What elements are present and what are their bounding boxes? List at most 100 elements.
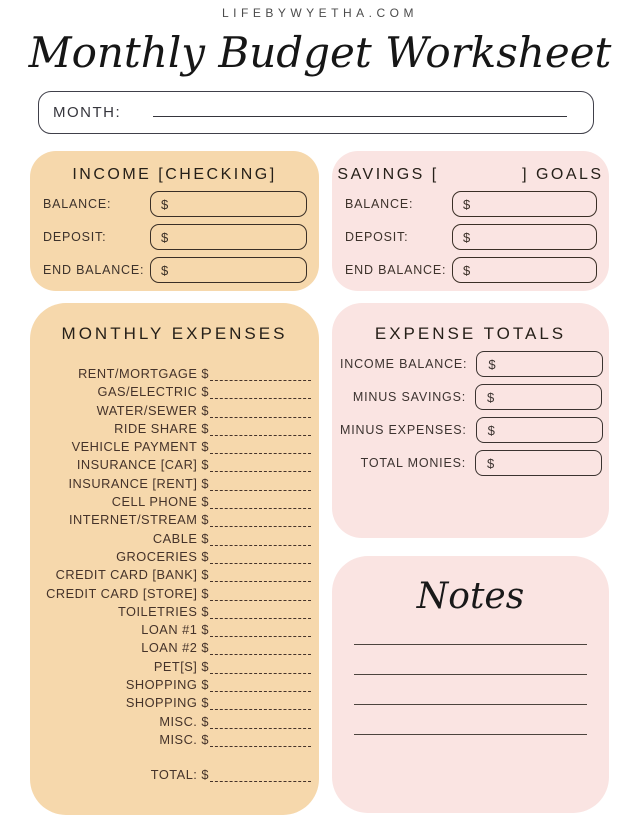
- amount-fill-in-line[interactable]: [210, 687, 311, 693]
- notes-panel: Notes: [332, 556, 609, 813]
- amount-fill-in-line[interactable]: [210, 632, 311, 638]
- dollar-sign: $: [201, 731, 209, 747]
- month-fill-in-line[interactable]: [153, 116, 567, 117]
- amount-fill-in-line[interactable]: [210, 724, 311, 729]
- expense-row: PET[S] $: [30, 658, 319, 676]
- amount-fill-in-line[interactable]: [210, 705, 311, 711]
- month-field: MONTH:: [38, 91, 594, 134]
- savings-panel-title: SAVINGS [ ] GOALS: [337, 166, 604, 183]
- amount-fill-in-line[interactable]: [210, 431, 311, 436]
- minus-savings-input[interactable]: $: [475, 384, 602, 410]
- expense-totals-panel: EXPENSE TOTALS INCOME BALANCE: $ MINUS S…: [332, 303, 609, 538]
- expense-row: SHOPPING $: [30, 676, 319, 694]
- expense-row: RENT/MORTGAGE $: [30, 365, 319, 383]
- income-end-balance-row: END BALANCE: $: [43, 257, 307, 283]
- expense-row: INSURANCE [RENT] $: [30, 475, 319, 493]
- amount-fill-in-line[interactable]: [210, 449, 311, 455]
- expense-row: LOAN #2 $: [30, 639, 319, 657]
- dollar-sign: $: [201, 695, 209, 711]
- expense-label: GROCERIES: [116, 548, 198, 564]
- notes-ruled-line[interactable]: [354, 734, 587, 735]
- total-fill-in-line[interactable]: [210, 777, 311, 783]
- minus-expenses-input[interactable]: $: [475, 417, 603, 443]
- notes-title: Notes: [416, 576, 525, 617]
- dollar-sign: $: [201, 658, 209, 674]
- expense-label: RIDE SHARE: [114, 420, 198, 436]
- expense-label: INTERNET/STREAM: [69, 512, 198, 528]
- amount-fill-in-line[interactable]: [210, 742, 311, 747]
- savings-deposit-row: DEPOSIT: $: [345, 224, 597, 250]
- savings-balance-input[interactable]: $: [452, 191, 597, 217]
- expense-row: VEHICLE PAYMENT $: [30, 438, 319, 456]
- minus-expenses-label: MINUS EXPENSES:: [340, 423, 467, 437]
- expense-row: WATER/SEWER $: [30, 402, 319, 420]
- dollar-sign: $: [201, 567, 209, 583]
- income-balance-row: BALANCE: $: [43, 191, 307, 217]
- amount-fill-in-line[interactable]: [210, 559, 311, 564]
- income-balance-total-input[interactable]: $: [476, 351, 604, 377]
- expense-row: INTERNET/STREAM $: [30, 511, 319, 529]
- income-balance-label: BALANCE:: [43, 197, 112, 211]
- dollar-sign: $: [201, 402, 209, 418]
- amount-fill-in-line[interactable]: [210, 669, 311, 674]
- expense-label: RENT/MORTGAGE: [78, 366, 198, 381]
- dollar-sign: $: [161, 262, 169, 278]
- monthly-expenses-panel: MONTHLY EXPENSES RENT/MORTGAGE $ GAS/ELEC…: [30, 303, 319, 815]
- amount-fill-in-line[interactable]: [210, 650, 311, 656]
- expense-label: WATER/SEWER: [96, 402, 198, 418]
- savings-balance-label: BALANCE:: [345, 197, 414, 211]
- dollar-sign: $: [201, 512, 209, 528]
- expense-row: TOILETRIES $: [30, 603, 319, 621]
- dollar-sign: $: [463, 229, 471, 245]
- savings-deposit-input[interactable]: $: [452, 224, 597, 250]
- dollar-sign: $: [201, 530, 209, 546]
- total-monies-row: TOTAL MONIES: $: [340, 450, 602, 476]
- expense-list: RENT/MORTGAGE $ GAS/ELECTRIC $ WATER/SEWER…: [30, 365, 319, 785]
- notes-ruled-line[interactable]: [354, 644, 587, 645]
- amount-fill-in-line[interactable]: [210, 467, 311, 473]
- dollar-sign: $: [201, 494, 209, 510]
- amount-fill-in-line[interactable]: [210, 394, 311, 400]
- dollar-sign: $: [201, 548, 209, 564]
- income-balance-input[interactable]: $: [150, 191, 307, 217]
- expense-label: SHOPPING: [125, 695, 198, 711]
- expense-totals-title: EXPENSE TOTALS: [374, 324, 567, 343]
- savings-deposit-label: DEPOSIT:: [345, 230, 409, 244]
- dollar-sign: $: [463, 262, 471, 278]
- amount-fill-in-line[interactable]: [210, 614, 311, 619]
- month-label: MONTH:: [53, 104, 122, 121]
- amount-fill-in-line[interactable]: [210, 541, 311, 546]
- amount-fill-in-line[interactable]: [210, 376, 311, 381]
- expense-label: CREDIT CARD [BANK]: [55, 567, 198, 583]
- savings-end-balance-input[interactable]: $: [452, 257, 597, 283]
- site-url-text: LIFEBYWYETHA.COM: [221, 6, 418, 20]
- amount-fill-in-line[interactable]: [210, 504, 311, 510]
- minus-savings-label: MINUS SAVINGS:: [352, 390, 466, 404]
- page-title: Monthly Budget Worksheet: [28, 28, 612, 77]
- expenses-total-row: TOTAL: $: [30, 766, 319, 784]
- notes-ruled-line[interactable]: [354, 674, 587, 675]
- notes-ruled-line[interactable]: [354, 704, 587, 705]
- expense-label: INSURANCE [CAR]: [76, 457, 198, 473]
- amount-fill-in-line[interactable]: [210, 486, 311, 491]
- expense-row: CABLE $: [30, 530, 319, 548]
- dollar-sign: $: [201, 640, 209, 656]
- expense-label: GAS/ELECTRIC: [97, 384, 198, 400]
- income-balance-total-label: INCOME BALANCE:: [340, 357, 468, 371]
- dollar-sign: $: [487, 422, 495, 438]
- amount-fill-in-line[interactable]: [210, 522, 311, 528]
- income-deposit-label: DEPOSIT:: [43, 230, 107, 244]
- dollar-sign: $: [201, 420, 209, 436]
- amount-fill-in-line[interactable]: [210, 596, 311, 601]
- dollar-sign: $: [161, 196, 169, 212]
- expense-row: SHOPPING $: [30, 694, 319, 712]
- amount-fill-in-line[interactable]: [210, 413, 311, 418]
- expense-row: CELL PHONE $: [30, 493, 319, 511]
- income-end-balance-input[interactable]: $: [150, 257, 307, 283]
- expense-row: GROCERIES $: [30, 548, 319, 566]
- total-monies-input[interactable]: $: [475, 450, 602, 476]
- amount-fill-in-line[interactable]: [210, 577, 311, 583]
- income-deposit-input[interactable]: $: [150, 224, 307, 250]
- income-checking-panel: INCOME [CHECKING] BALANCE: $ DEPOSIT: $ …: [30, 151, 319, 291]
- expense-label: CABLE: [152, 530, 198, 546]
